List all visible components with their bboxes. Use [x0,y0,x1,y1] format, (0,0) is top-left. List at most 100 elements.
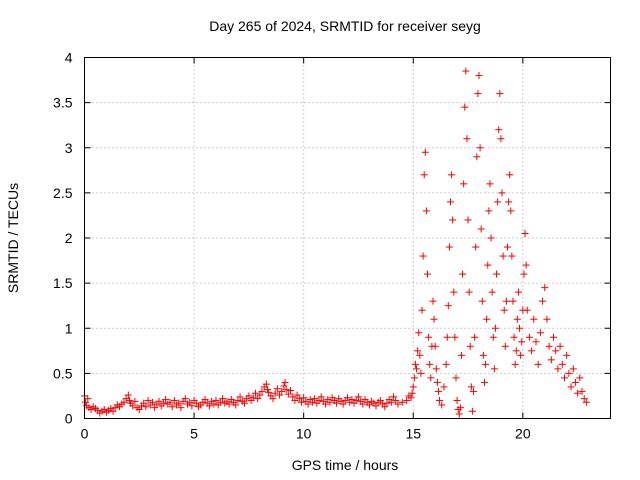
y-tick-label: 3.5 [53,95,73,111]
data-point [459,270,467,278]
x-tick-label: 20 [515,426,531,442]
data-point [122,395,130,403]
data-point [148,398,156,406]
data-point [293,391,301,399]
data-point [436,396,444,404]
data-point [541,284,549,292]
data-point [484,261,492,269]
data-point [284,390,292,398]
data-point [473,153,481,161]
data-point [240,399,248,407]
data-point [447,198,455,206]
data-point [431,342,439,350]
data-point [494,198,502,206]
data-point [500,306,508,314]
data-point [495,126,503,134]
grid-lines [84,57,611,419]
data-point [416,351,424,359]
data-point [311,395,319,403]
data-point [509,297,517,305]
data-point [490,365,498,373]
data-point [463,135,471,143]
data-point [487,234,495,242]
data-point [175,399,183,407]
data-point [501,342,509,350]
plot-frame [84,57,611,419]
data-point [547,356,555,364]
data-point [464,216,472,224]
data-point [249,394,257,402]
data-point [276,391,284,399]
data-point [560,374,568,382]
data-point [485,207,493,215]
data-point [410,374,418,382]
scatter-series [81,67,590,418]
chart-title: Day 265 of 2024, SRMTID for receiver sey… [209,18,481,34]
data-point [417,369,425,377]
axis-ticks [84,57,611,419]
data-point [265,388,273,396]
data-point [308,398,316,406]
x-tick-label: 0 [81,426,89,442]
data-point [507,207,515,215]
data-point [251,389,259,397]
data-point [333,399,341,407]
x-tick-label: 15 [405,426,421,442]
data-point [574,389,582,397]
data-point [135,405,143,413]
data-point [344,394,351,402]
data-point [520,270,528,278]
data-point [359,400,367,408]
data-point [456,404,464,412]
data-point [578,387,586,395]
data-point [452,374,460,382]
data-point [317,393,325,401]
y-tick-label: 2 [65,230,73,246]
data-point [479,351,487,359]
data-point [365,401,373,409]
data-point [245,392,253,400]
y-tick-label: 3 [65,140,73,156]
data-point [304,400,312,408]
data-point [326,398,334,406]
data-point [552,347,560,355]
data-point [166,398,174,406]
data-point [256,391,264,399]
data-point [394,400,402,408]
data-point [168,403,176,411]
y-tick-label: 4 [65,50,73,66]
data-point [471,333,479,341]
data-point [414,347,422,355]
data-point [339,400,347,408]
data-point [254,395,262,403]
data-point [488,288,496,296]
data-point [269,395,277,403]
data-point [398,398,406,406]
data-point [411,360,419,368]
data-point [281,378,289,386]
data-point [151,404,159,412]
data-point [565,369,573,377]
y-axis-label: SRMTID / TECUs [5,183,21,293]
data-point [518,338,526,346]
tick-labels: 0 5 10 15 20 0 0.5 1 1.5 2 2.5 3 3.5 4 [53,50,531,442]
data-point [482,360,490,368]
data-point [181,395,189,403]
data-point [466,342,474,350]
data-point [273,385,281,393]
data-point [159,399,167,407]
data-point [432,365,440,373]
data-point [506,171,514,179]
data-point [525,333,533,341]
data-point [282,386,290,394]
data-point [558,360,566,368]
data-point [451,333,459,341]
data-point [434,387,442,395]
data-point [420,171,428,179]
data-point [258,387,266,395]
data-point [144,396,152,404]
data-point [513,315,521,323]
data-point [407,394,415,402]
data-point [528,347,536,355]
